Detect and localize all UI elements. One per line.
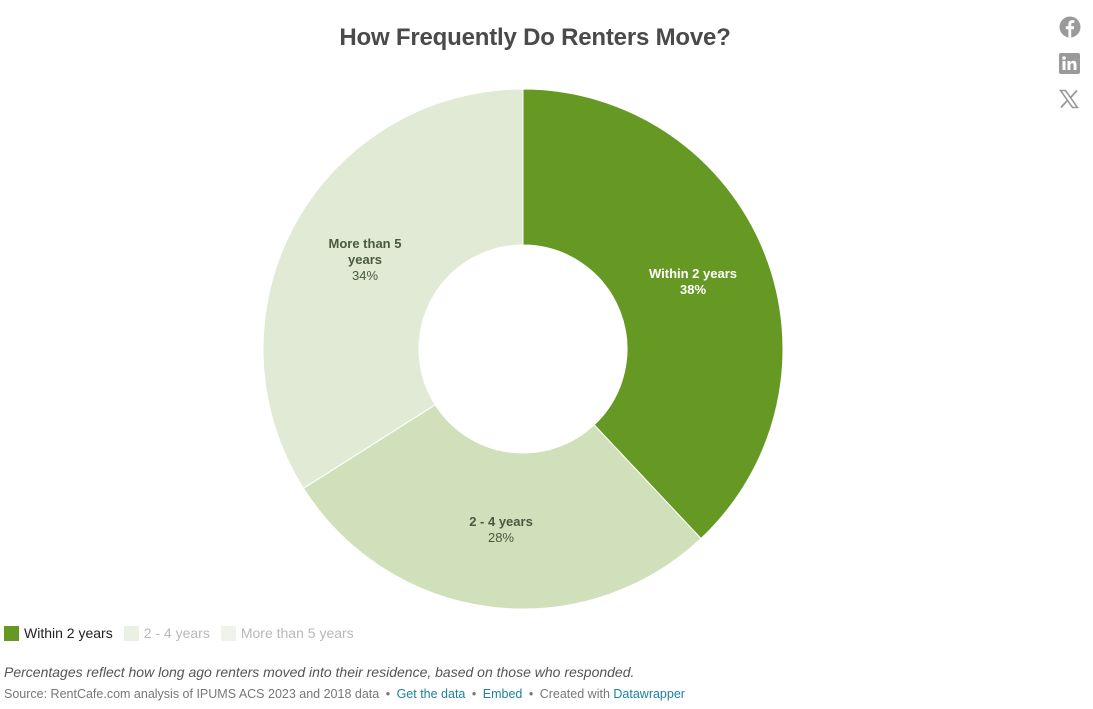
facebook-icon [1059,16,1081,38]
datawrapper-link[interactable]: Datawrapper [613,687,685,701]
legend-swatch [123,625,139,641]
share-facebook-button[interactable] [1059,16,1081,38]
legend-swatch [220,625,236,641]
footer: Source: RentCafe.com analysis of IPUMS A… [4,687,685,701]
chart-note: Percentages reflect how long ago renters… [4,664,635,680]
donut-slice-more-than-5-years[interactable] [262,88,524,490]
bullet-separator: • [385,687,391,701]
embed-link[interactable]: Embed [482,687,523,701]
source-text: Source: RentCafe.com analysis of IPUMS A… [4,687,380,701]
share-linkedin-button[interactable] [1059,53,1081,74]
legend-item-within-2-years[interactable]: Within 2 years [4,625,113,641]
get-the-data-link[interactable]: Get the data [396,687,466,701]
share-x-button[interactable] [1059,89,1081,109]
legend-label: Within 2 years [24,625,113,641]
created-with-text: Created with [539,687,610,701]
slice-percent: 38% [679,282,707,297]
legend-item-2-4-years[interactable]: 2 - 4 years [123,625,210,641]
slice-label-2-4-years: 2 - 4 years 28% [469,514,533,546]
slice-label-more-than-5-years: More than 5 years 34% [320,236,410,284]
slice-name: 2 - 4 years [469,514,533,529]
legend-label: 2 - 4 years [143,625,210,641]
slice-percent: 34% [351,268,379,283]
legend-item-more-than-5-years[interactable]: More than 5 years [220,625,354,641]
x-icon [1059,89,1079,109]
legend-label: More than 5 years [240,625,354,641]
slice-name: Within 2 years [648,266,738,281]
chart-title: How Frequently Do Renters Move? [339,24,731,51]
slice-label-within-2-years: Within 2 years 38% [649,266,737,298]
slice-percent: 28% [487,530,515,545]
donut-slice-2-4-years[interactable] [302,404,702,610]
bullet-separator: • [471,687,477,701]
bullet-separator: • [528,687,534,701]
linkedin-icon [1059,53,1080,74]
slice-name: More than 5 years [328,236,402,267]
donut-chart [262,88,784,610]
donut-slice-within-2-years[interactable] [522,88,784,540]
legend-swatch [4,625,19,641]
legend: Within 2 years 2 - 4 years More than 5 y… [4,625,365,641]
